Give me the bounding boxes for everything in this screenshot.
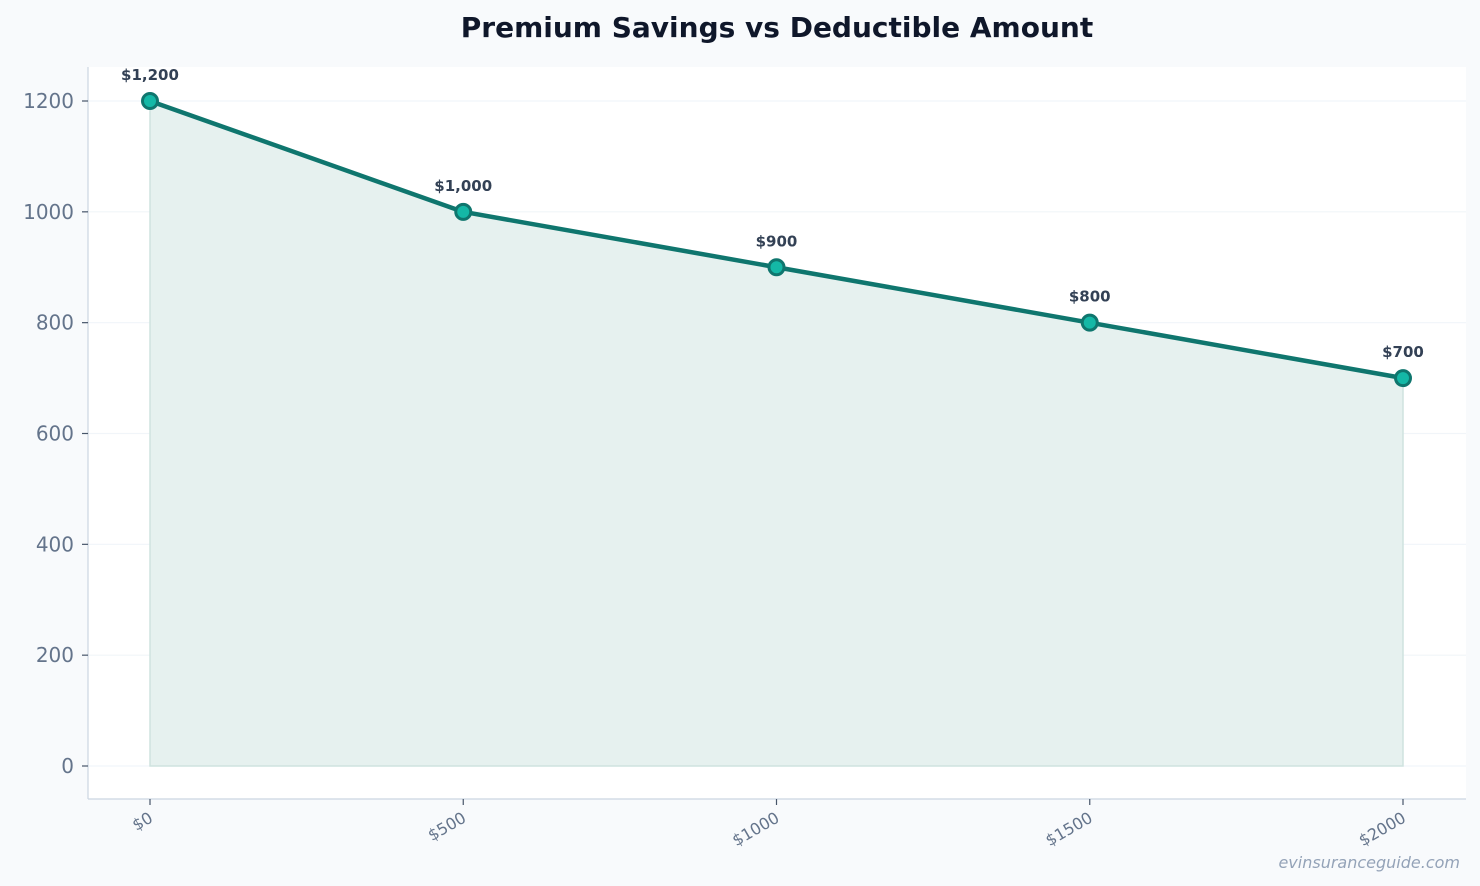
data-point-marker — [1394, 369, 1412, 388]
data-point-marker — [141, 92, 159, 110]
data-label: $800 — [1069, 288, 1111, 306]
y-tick-label: 1200 — [23, 89, 74, 113]
x-axis-ticks: $0 $500 $1000 $1500 $2000 — [129, 799, 1409, 850]
y-tick-label: 800 — [36, 311, 74, 335]
y-tick-label: 400 — [36, 532, 74, 556]
x-tick-label: $500 — [424, 808, 469, 845]
data-label: $1,200 — [121, 66, 179, 84]
chart-title: Premium Savings vs Deductible Amount — [461, 11, 1093, 44]
data-label: $700 — [1382, 343, 1424, 361]
data-labels-layer: $1,200 $1,000 $900 $800 $700 — [121, 66, 1424, 361]
x-tick-label: $1000 — [729, 808, 783, 850]
data-point-marker — [767, 258, 786, 277]
y-tick-label: 0 — [61, 754, 74, 778]
data-label: $900 — [756, 232, 798, 250]
data-point-marker — [1080, 313, 1099, 332]
y-axis-ticks: 0 200 400 600 800 1000 1200 — [23, 89, 88, 778]
x-tick-label: $1500 — [1042, 808, 1096, 850]
watermark: evinsuranceguide.com — [1278, 853, 1460, 872]
data-label: $1,000 — [434, 177, 492, 195]
y-tick-label: 200 — [36, 643, 74, 667]
y-tick-label: 1000 — [23, 200, 74, 224]
markers-layer — [141, 92, 1412, 388]
y-tick-label: 600 — [36, 422, 74, 446]
x-tick-label: $0 — [129, 808, 156, 835]
data-point-marker — [454, 202, 473, 221]
x-tick-label: $2000 — [1355, 808, 1409, 850]
